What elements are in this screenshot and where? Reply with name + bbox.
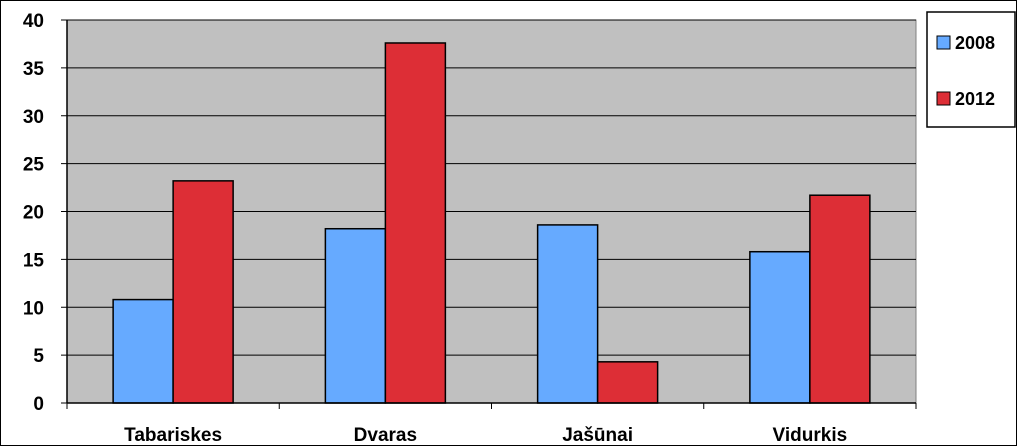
- bar-2012-1: [384, 42, 447, 404]
- x-category-label: Dvaras: [354, 425, 417, 446]
- x-category-label: Jašūnai: [562, 425, 633, 446]
- legend-swatch-2012: [936, 91, 951, 106]
- legend: 2008 2012: [926, 11, 1016, 128]
- legend-box: [926, 11, 1016, 128]
- y-tick-label: 15: [23, 250, 45, 271]
- y-tick-label: 35: [23, 59, 45, 80]
- legend-swatch-2008: [936, 35, 951, 50]
- x-category-label: Vidurkis: [773, 425, 848, 446]
- y-tick-label: 0: [33, 394, 44, 415]
- x-category-label: Tabariskes: [124, 425, 222, 446]
- y-tick-label: 30: [23, 107, 44, 128]
- y-tick-label: 25: [23, 155, 45, 176]
- bar-2012-3: [809, 194, 871, 404]
- bar-2008-3: [749, 250, 811, 404]
- y-tick-label: 5: [33, 346, 44, 367]
- bar-2012-0: [172, 180, 234, 404]
- legend-label-2008: 2008: [955, 33, 995, 53]
- y-tick-label: 20: [23, 203, 44, 224]
- legend-label-2012: 2012: [955, 89, 995, 109]
- y-tick-label: 10: [23, 298, 44, 319]
- bars: [112, 42, 871, 404]
- bar-2008-1: [324, 227, 387, 404]
- bar-2008-2: [536, 224, 599, 404]
- y-tick-label: 40: [23, 11, 44, 32]
- bar-2012-2: [596, 361, 659, 404]
- x-axis-labels: Tabariskes Dvaras Jašūnai Vidurkis: [66, 403, 917, 446]
- bar-2008-0: [112, 298, 174, 404]
- y-axis-ticks: 0 5 10 15 20 25 30 35 40: [23, 11, 67, 415]
